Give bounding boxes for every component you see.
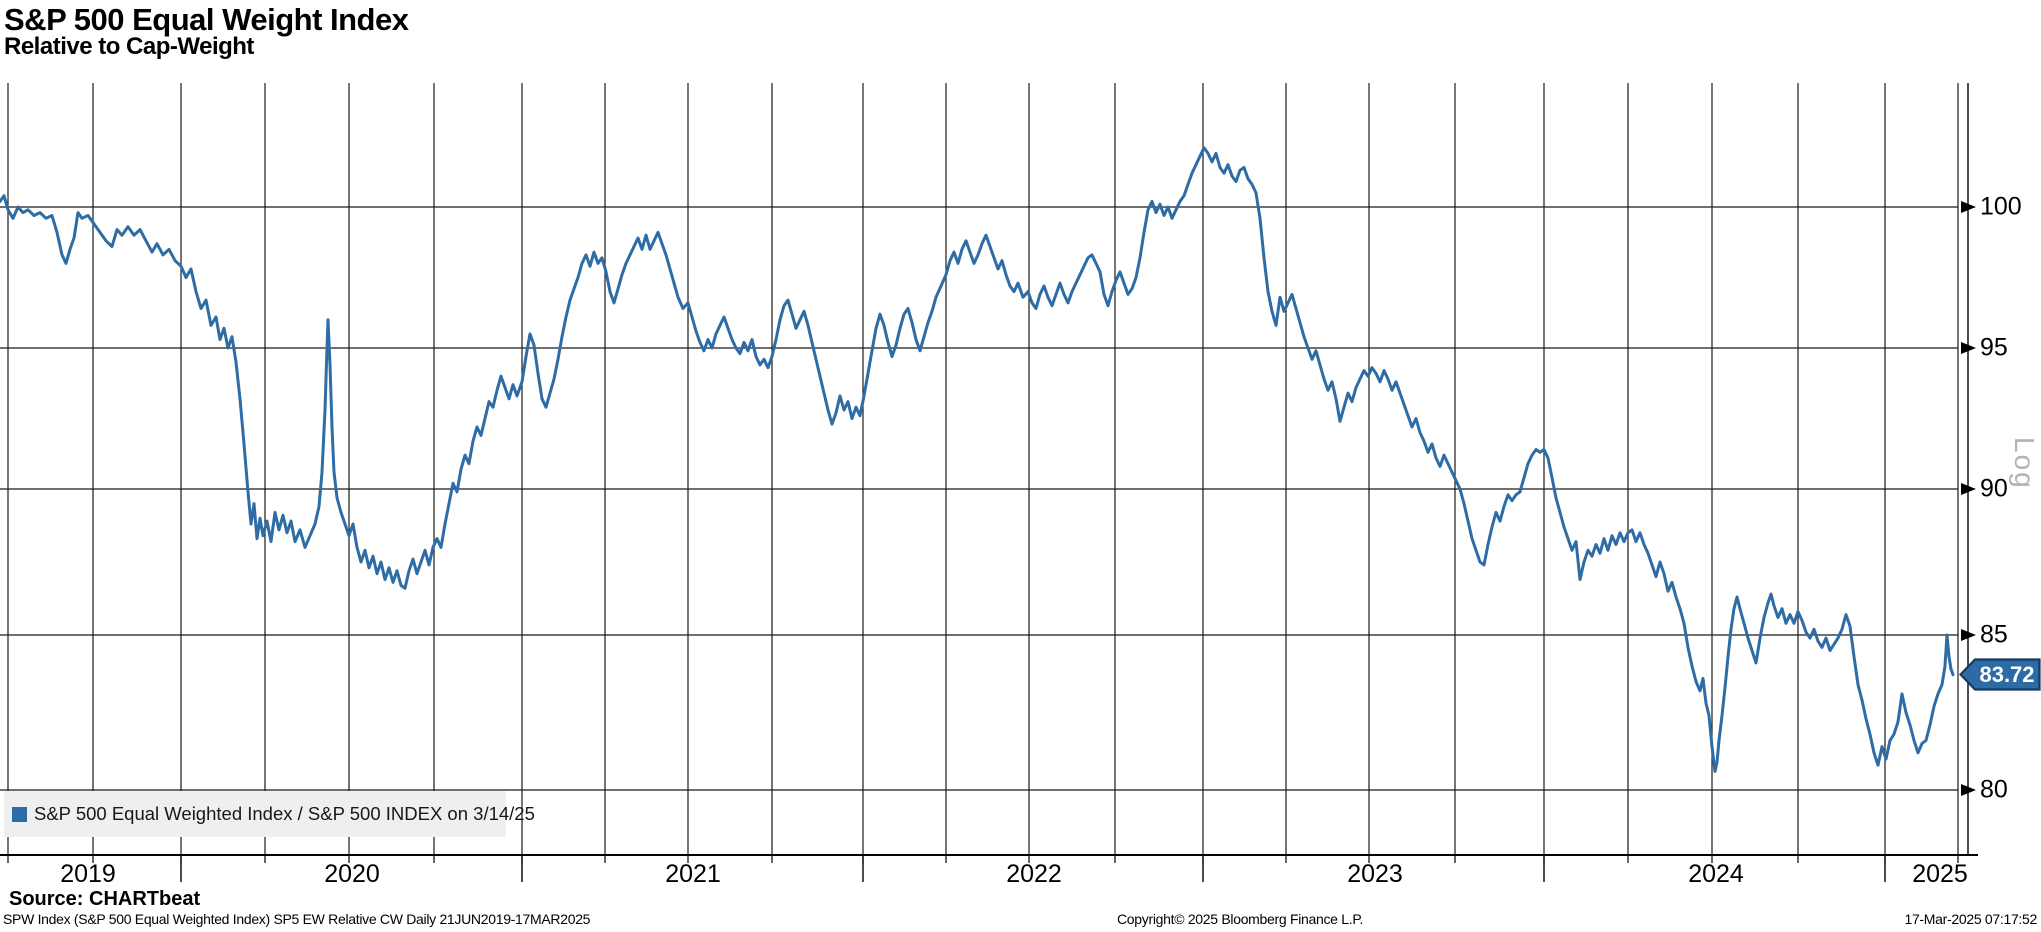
source-label: Source: CHARTbeat — [9, 888, 201, 910]
chart-legend[interactable]: S&P 500 Equal Weighted Index / S&P 500 I… — [4, 791, 535, 837]
last-value-badge: 83.72 — [1959, 658, 2041, 691]
footer-copyright: Copyright© 2025 Bloomberg Finance L.P. — [1117, 911, 1364, 927]
footer-timestamp: 17-Mar-2025 07:17:52 — [1904, 911, 2037, 927]
y-axis-scale-label: Log — [2009, 437, 2040, 490]
last-value-label: 83.72 — [1979, 661, 2035, 687]
page-title: S&P 500 Equal Weight Index — [4, 2, 409, 37]
last-value-badge-shape — [1959, 658, 2041, 691]
page-subtitle: Relative to Cap-Weight — [4, 33, 254, 60]
footer-ticker-description: SPW Index (S&P 500 Equal Weighted Index)… — [3, 911, 591, 927]
legend-series-label: S&P 500 Equal Weighted Index / S&P 500 I… — [34, 803, 535, 824]
legend-series-marker-icon — [12, 806, 27, 822]
